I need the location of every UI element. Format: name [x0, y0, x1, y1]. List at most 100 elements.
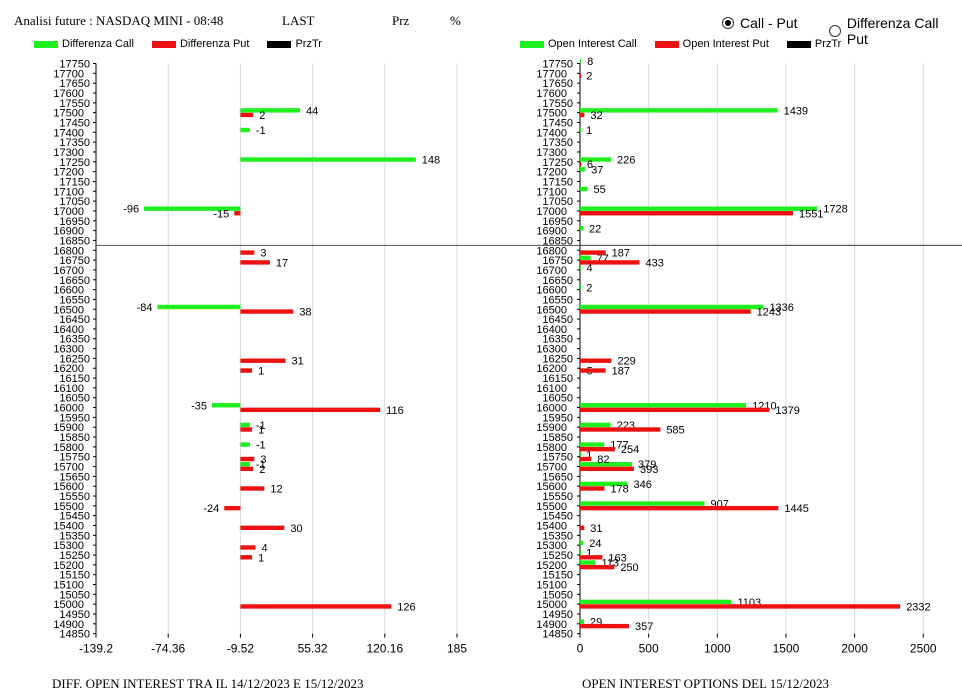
y-tick-label: 17550 — [542, 98, 573, 110]
y-tick-label: 15150 — [59, 570, 90, 582]
bar — [240, 442, 250, 447]
radio-dot-icon[interactable] — [722, 17, 734, 29]
y-tick-label: 16900 — [53, 226, 84, 238]
bar — [580, 456, 592, 462]
bar — [580, 265, 582, 270]
y-tick-label: 16400 — [536, 324, 567, 336]
y-tick-label: 14850 — [59, 629, 90, 641]
y-tick-label: 17200 — [53, 167, 84, 179]
legend-label: Differenza Put — [179, 38, 250, 50]
x-tick-label: 185 — [447, 642, 467, 656]
legend-item-oi-prztr: PrzTr — [786, 38, 841, 50]
y-tick-label: 15250 — [542, 550, 573, 562]
prz-label: Prz — [392, 13, 410, 28]
data-label: 17 — [276, 257, 288, 269]
data-label: 1 — [258, 552, 264, 564]
y-tick-label: 15750 — [542, 452, 573, 464]
y-tick-label: 15250 — [59, 550, 90, 562]
y-tick-label: 16700 — [53, 265, 84, 277]
data-label: 1379 — [775, 405, 799, 417]
radio-call-put[interactable]: Call - Put — [722, 15, 798, 31]
data-label: 2 — [586, 282, 592, 294]
bar — [580, 599, 732, 605]
data-label: 585 — [666, 425, 684, 437]
x-tick-label: 55.32 — [298, 642, 328, 656]
data-label: 148 — [422, 155, 440, 167]
y-tick-label: 15500 — [53, 501, 84, 513]
y-tick-label: 15750 — [59, 452, 90, 464]
y-tick-label: 17450 — [542, 117, 573, 129]
y-tick-label: 17000 — [53, 206, 84, 218]
bar — [580, 623, 630, 629]
y-tick-label: 17200 — [536, 167, 567, 179]
bar — [580, 73, 582, 78]
bar — [580, 167, 586, 172]
y-tick-label: 17650 — [59, 78, 90, 90]
bar — [580, 358, 612, 363]
data-label: 12 — [270, 483, 282, 495]
y-tick-label: 17050 — [59, 196, 90, 208]
y-tick-label: 15450 — [59, 511, 90, 523]
data-label: 3 — [260, 454, 266, 466]
bar — [580, 285, 582, 290]
x-tick-label: 1000 — [704, 642, 731, 656]
legend-swatch-put — [654, 40, 679, 48]
bar — [240, 250, 255, 255]
data-label: 163 — [608, 552, 626, 564]
y-tick-label: 14900 — [53, 619, 84, 631]
y-tick-label: 16750 — [59, 255, 90, 267]
bar — [580, 403, 747, 408]
header: Analisi future : NASDAQ MINI - 08:48 LAS… — [0, 0, 962, 47]
bar — [580, 157, 612, 162]
y-tick-label: 17000 — [536, 206, 567, 218]
radio-differenza[interactable]: Differenza Call Put — [829, 15, 962, 47]
data-label: 1445 — [784, 503, 808, 515]
data-label: 4 — [261, 542, 267, 554]
data-label: 1336 — [769, 302, 793, 314]
data-label: 30 — [290, 523, 302, 535]
bar — [157, 304, 241, 310]
data-label: 1 — [258, 425, 264, 437]
data-label: 3 — [260, 248, 266, 260]
bar — [580, 407, 770, 413]
y-tick-label: 15350 — [542, 530, 573, 542]
y-tick-label: 16450 — [542, 314, 573, 326]
bar — [240, 525, 285, 531]
legend-swatch-call — [34, 40, 58, 48]
y-tick-label: 17700 — [536, 68, 567, 80]
bar — [580, 186, 588, 192]
y-tick-label: 16250 — [59, 353, 90, 365]
data-label: 24 — [589, 538, 601, 550]
y-tick-label: 16800 — [53, 245, 84, 257]
data-label: 1 — [586, 548, 592, 560]
data-label: 250 — [620, 562, 638, 574]
data-label: 178 — [610, 483, 628, 495]
right-caption: OPEN INTEREST OPTIONS DEL 15/12/2023 — [582, 676, 829, 691]
y-tick-label: 16800 — [536, 245, 567, 257]
bar — [234, 211, 241, 216]
left-legend: Differenza Call Differenza Put PrzTr — [34, 38, 340, 50]
legend-swatch-prztr — [267, 40, 292, 48]
data-label: 187 — [612, 366, 630, 378]
y-tick-label: 16350 — [542, 334, 573, 346]
radio-dot-icon[interactable] — [829, 25, 841, 37]
y-tick-label: 16200 — [53, 363, 84, 375]
legend-label: Open Interest Put — [682, 38, 769, 50]
bar — [144, 206, 241, 211]
x-tick-label: 2500 — [910, 642, 937, 656]
y-tick-label: 16650 — [59, 275, 90, 287]
y-tick-label: 15200 — [53, 560, 84, 572]
radio-differenza-label: Differenza Call Put — [846, 15, 939, 47]
y-tick-label: 16300 — [53, 344, 84, 356]
data-label: 82 — [597, 454, 609, 466]
y-tick-label: 16600 — [53, 285, 84, 297]
bar — [580, 368, 606, 373]
data-label: 4 — [587, 263, 593, 275]
y-tick-label: 15600 — [53, 481, 84, 493]
y-tick-label: 17600 — [53, 88, 84, 100]
y-tick-label: 15650 — [542, 471, 573, 483]
legend-item-put: Differenza Put — [151, 38, 250, 50]
y-tick-label: 17100 — [536, 186, 567, 198]
legend-item-call: Differenza Call — [34, 38, 134, 50]
